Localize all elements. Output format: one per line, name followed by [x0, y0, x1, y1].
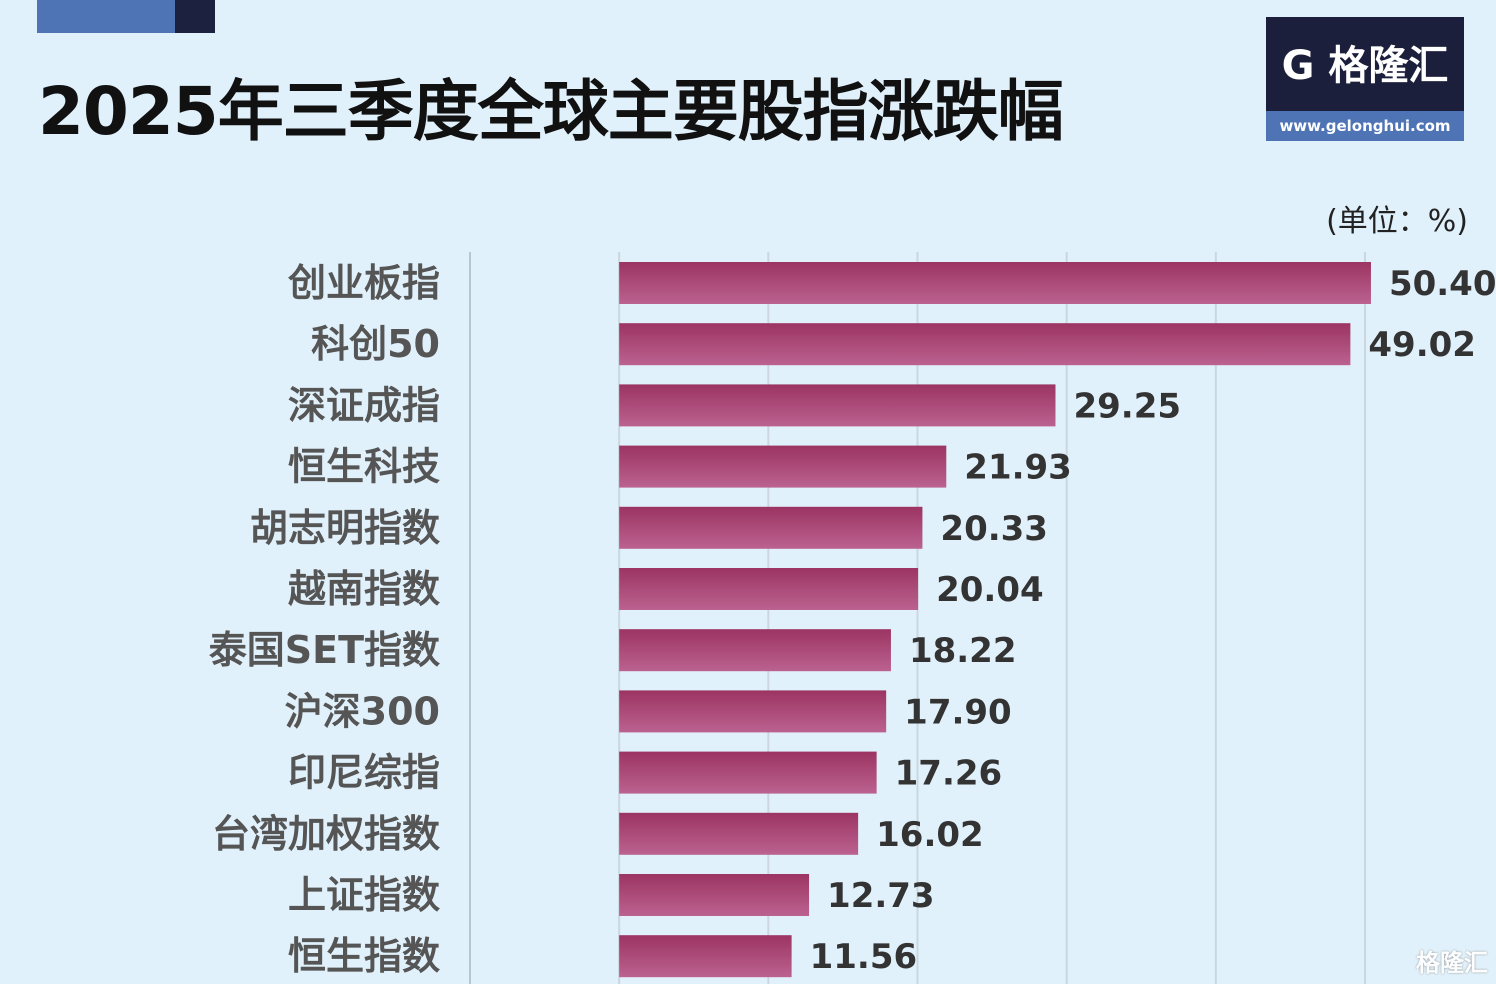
logo-g-icon: G: [1281, 43, 1315, 89]
category-label: 深证成指: [288, 383, 440, 427]
value-label: 11.56: [810, 937, 918, 977]
category-label: 科创50: [311, 322, 440, 366]
value-label: 20.33: [940, 509, 1048, 549]
category-label: 恒生科技: [288, 445, 440, 489]
category-label: 台湾加权指数: [212, 812, 440, 856]
value-label: 18.22: [909, 631, 1017, 671]
bar: [619, 690, 887, 733]
value-label: 17.90: [904, 692, 1012, 732]
value-label: 20.04: [936, 570, 1044, 610]
bar: [619, 262, 1371, 304]
bar: [619, 506, 923, 549]
value-label: 29.25: [1073, 386, 1181, 426]
value-label: 16.02: [876, 815, 984, 855]
bar: [619, 323, 1351, 366]
header-accent-block-dark: [175, 0, 215, 33]
bar: [619, 568, 919, 610]
bar: [619, 445, 947, 488]
category-label: 越南指数: [288, 567, 440, 611]
bar: [619, 751, 877, 794]
logo-text: G 格隆汇: [1281, 43, 1449, 89]
header-accent-block: [37, 0, 175, 33]
category-label: 泰国SET指数: [209, 628, 440, 672]
chart-title: 2025年三季度全球主要股指涨跌幅: [38, 73, 1064, 150]
bar: [619, 812, 859, 855]
category-label: 创业板指: [288, 261, 440, 305]
value-label: 17.26: [895, 754, 1003, 794]
value-label: 49.02: [1368, 325, 1476, 365]
category-label: 沪深300: [285, 689, 440, 733]
bar: [619, 384, 1056, 427]
category-label: 恒生指数: [288, 934, 440, 978]
bar: [619, 629, 891, 672]
category-label: 印尼综指: [288, 751, 440, 795]
unit-label: (单位：%): [1326, 204, 1468, 239]
value-label: 50.40: [1389, 264, 1496, 304]
value-label: 21.93: [964, 448, 1072, 488]
category-label: 胡志明指数: [250, 506, 440, 550]
bar: [619, 874, 810, 916]
gelonghui-logo: G 格隆汇 www.gelonghui.com: [1266, 17, 1464, 141]
watermark: 格隆汇: [1416, 949, 1488, 977]
value-label: 12.73: [827, 876, 935, 916]
logo-url: www.gelonghui.com: [1266, 111, 1464, 141]
category-label: 上证指数: [288, 873, 440, 917]
bar: [619, 935, 792, 978]
